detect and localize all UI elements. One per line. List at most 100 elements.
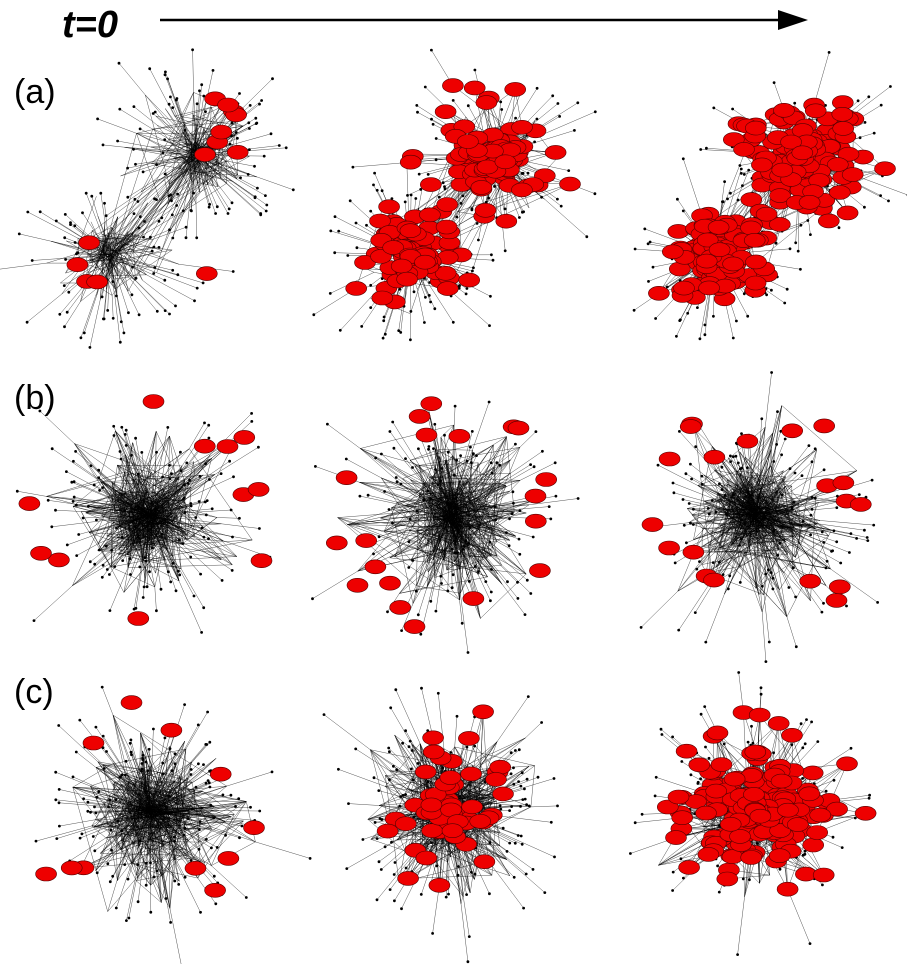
infected-node [812,867,835,883]
leaf-node [717,890,721,894]
leaf-node [163,736,167,740]
infected-node [667,789,690,805]
leaf-node [215,205,219,209]
leaf-node [34,839,38,843]
infected-node [439,770,462,785]
infected-node [475,95,498,110]
infected-node [524,513,547,529]
leaf-node [197,500,201,503]
infected-node [661,244,684,260]
infected-node [705,783,728,799]
leaf-node [192,594,196,598]
leaf-node [183,483,186,487]
leaf-node [170,472,173,476]
leaf-node [764,660,768,663]
infected-node [390,258,413,274]
leaf-node [198,820,202,823]
leaf-node [525,803,528,807]
leaf-node [434,609,438,613]
leaf-node [337,229,341,233]
infected-node [703,449,726,465]
leaf-node [774,241,778,245]
leaf-node [373,171,376,175]
leaf-node [390,197,394,201]
leaf-node [82,331,86,335]
leaf-node [703,705,707,708]
leaf-node [831,549,834,553]
leaf-node [506,580,509,584]
leaf-node [810,720,813,724]
leaf-node [799,223,803,227]
infected-node [66,257,89,273]
leaf-node [451,320,455,324]
leaf-node [94,811,98,815]
leaf-node [824,789,828,793]
infected-node [378,199,400,214]
leaf-node [738,544,741,547]
leaf-node [166,426,170,429]
leaf-node [120,425,124,429]
leaf-node [514,749,517,752]
leaf-node [126,311,130,315]
leaf-node [412,290,416,294]
leaf-node [799,267,802,271]
leaf-node [643,227,647,231]
leaf-node [138,127,142,131]
leaf-node [382,315,386,319]
leaf-node [126,877,130,881]
leaf-node [680,760,684,763]
leaf-node [257,445,260,449]
leaf-node [816,740,820,743]
leaf-node [210,846,213,850]
leaf-node [337,767,340,771]
time-arrow-head [778,10,808,30]
leaf-node [167,194,171,198]
leaf-node [138,215,142,219]
leaf-node [394,688,398,692]
leaf-node [682,523,686,527]
infected-node [472,704,494,720]
leaf-node [488,892,491,896]
leaf-node [152,727,155,731]
leaf-node [153,266,157,269]
leaf-node [400,629,403,632]
leaf-node [171,268,175,272]
infected-node [817,213,840,229]
leaf-node [119,320,123,324]
edges [17,410,270,633]
leaf-node [501,826,505,830]
leaf-node [513,841,517,845]
leaf-node [108,609,112,612]
leaf-node [430,117,433,121]
leaf-node [872,131,876,135]
infected-node [495,213,518,229]
leaf-node [558,115,561,118]
leaf-node [725,512,728,516]
leaf-node [394,476,398,479]
leaf-node [369,306,373,309]
leaf-node [435,864,439,868]
leaf-node [150,249,154,253]
leaf-node [383,332,387,336]
leaf-node [260,99,263,102]
leaf-node [26,210,30,214]
leaf-node [141,170,145,174]
leaf-node [189,859,193,862]
leaf-node [146,769,150,773]
leaf-node [464,539,468,543]
leaf-node [250,420,254,423]
infected-node [768,217,791,232]
leaf-node [453,404,457,408]
infected-node [740,220,762,236]
leaf-node [832,529,836,533]
infected-node [773,103,795,118]
leaf-node [472,266,475,270]
leaf-node [488,841,492,844]
leaf-node [129,738,133,742]
leaf-node [333,215,337,219]
leaf-node [38,210,42,214]
leaf-node [210,507,214,511]
leaf-node [734,454,738,458]
leaf-node [80,832,84,836]
leaf-node [809,533,812,537]
